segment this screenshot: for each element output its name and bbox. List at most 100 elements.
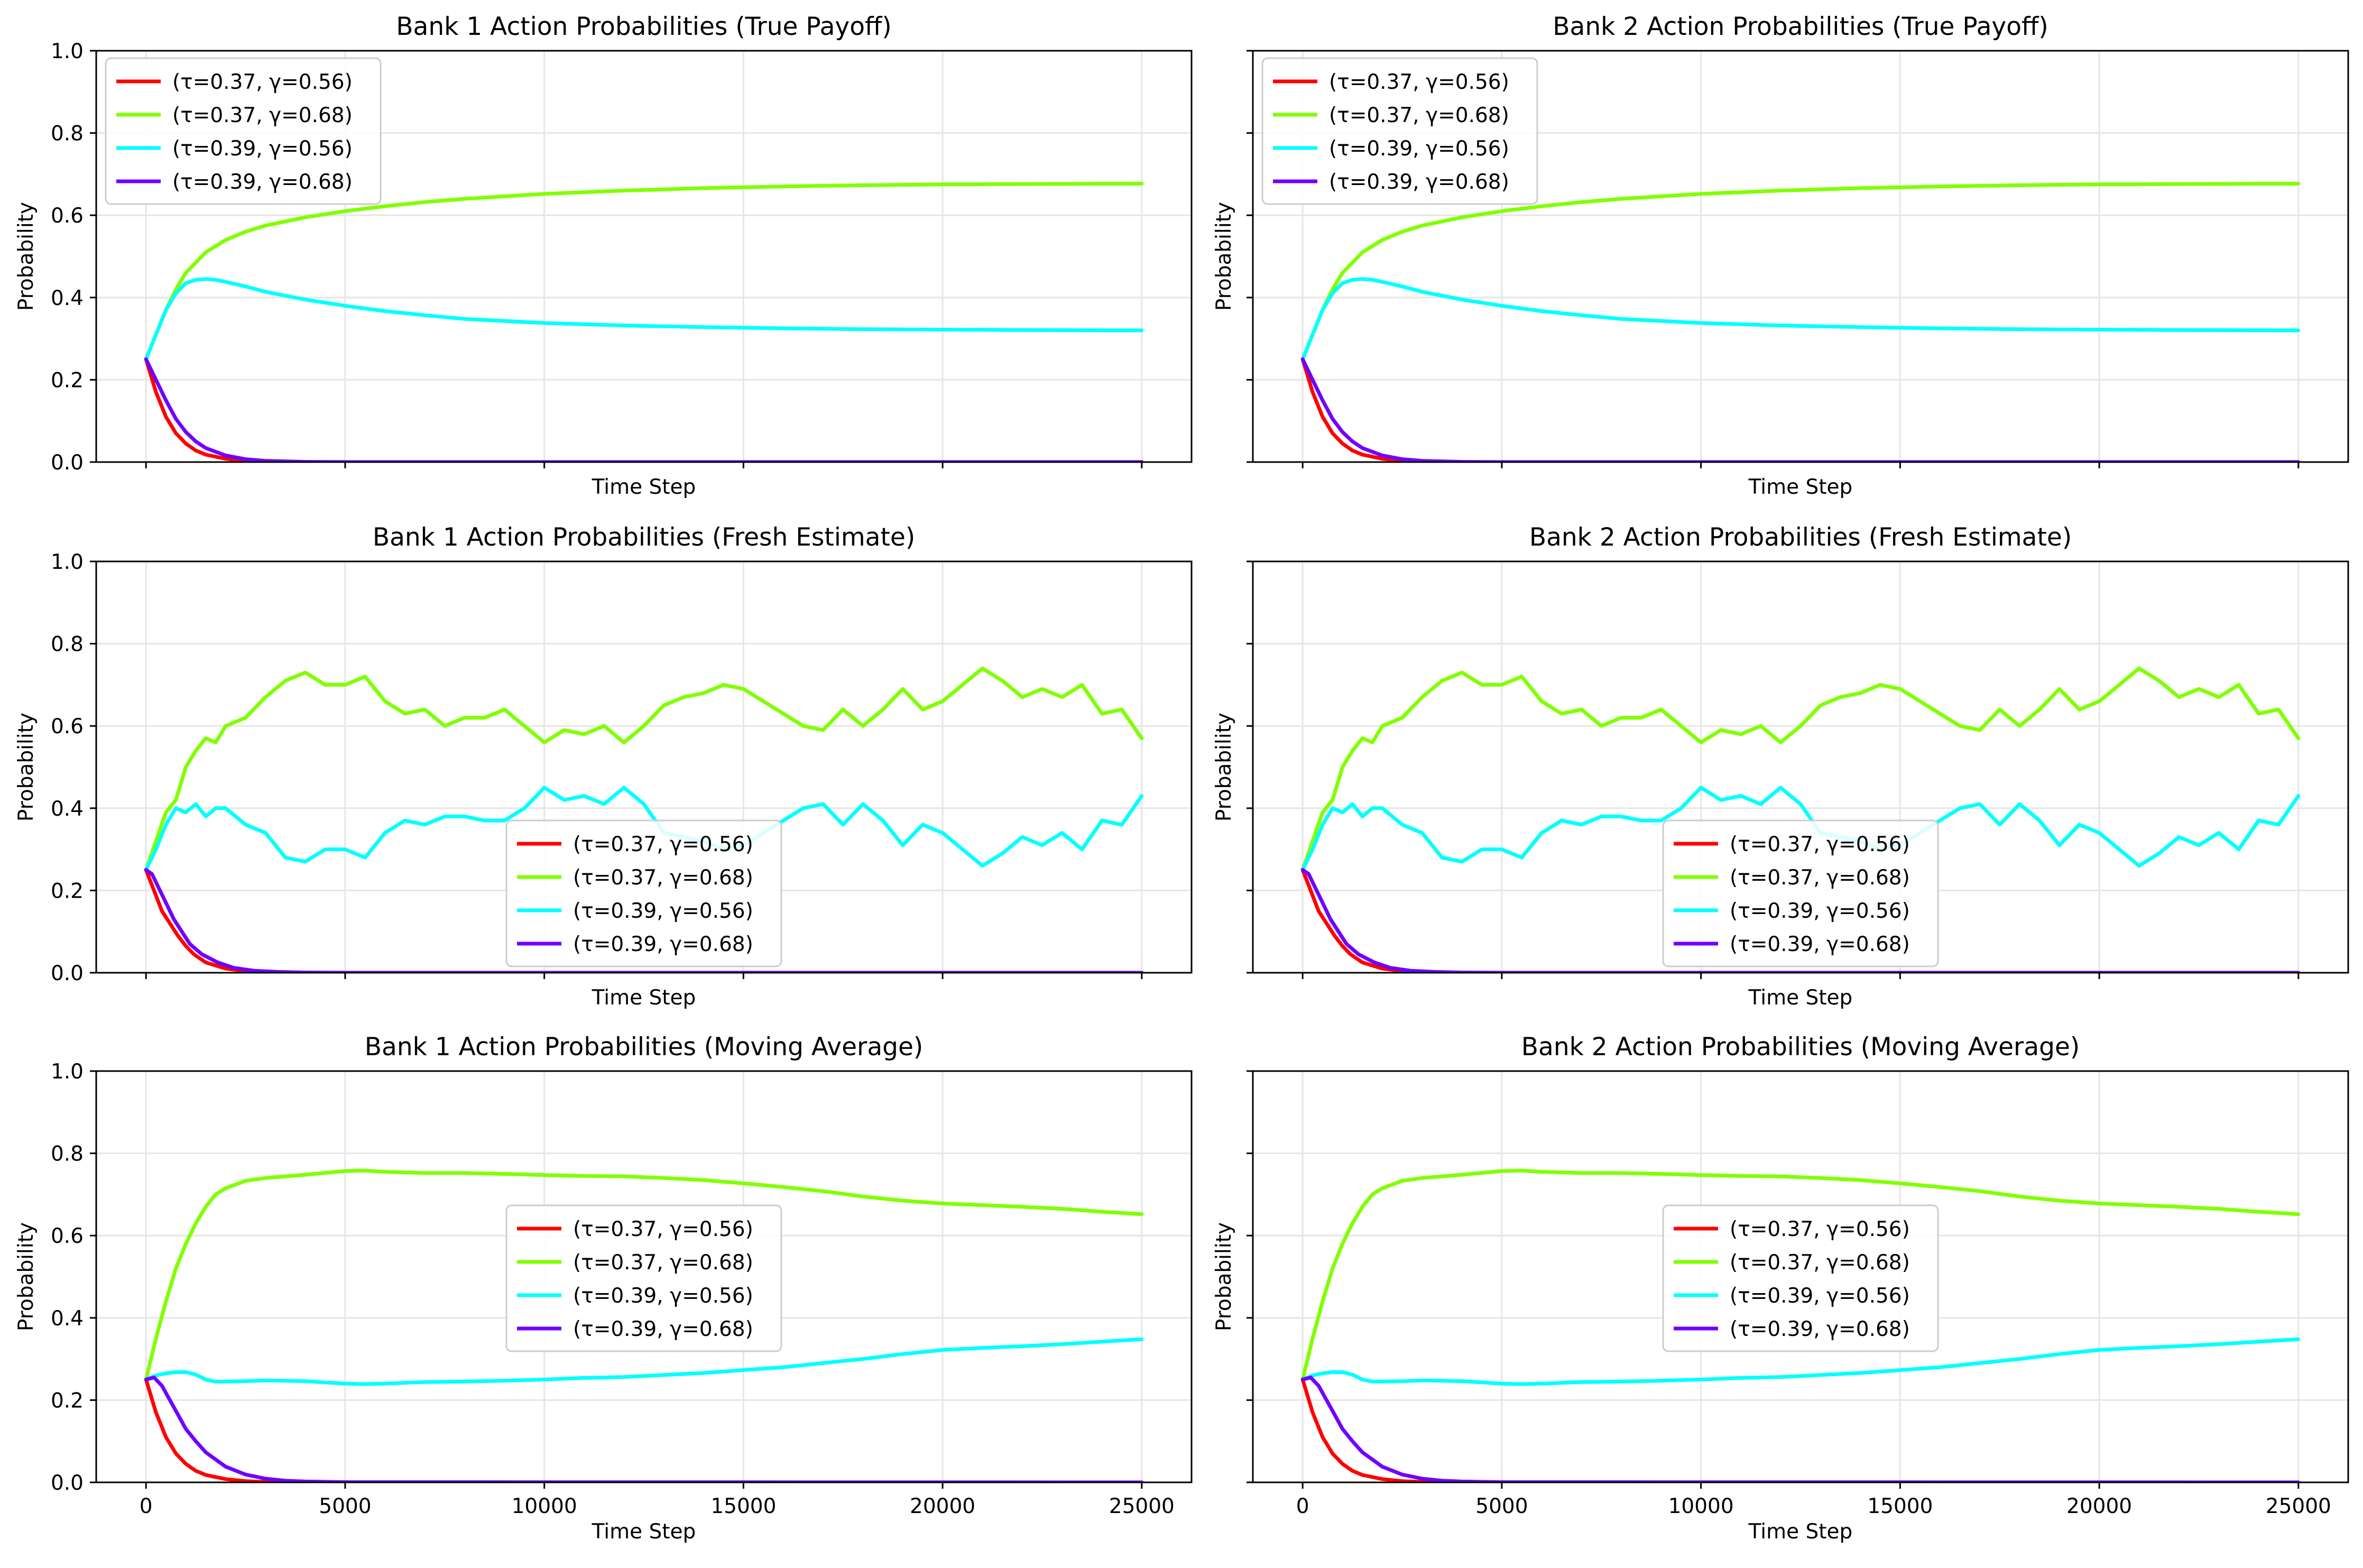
chart-title: Bank 2 Action Probabilities (Moving Aver… [1521, 1032, 2080, 1062]
legend-box [105, 57, 382, 205]
legend-label: (τ=0.39, γ=0.68) [1730, 933, 1910, 956]
plot-frame [95, 50, 1193, 463]
legend-label: (τ=0.37, γ=0.68) [573, 1251, 753, 1275]
y-tick-label: 1.0 [51, 1060, 84, 1084]
x-tick-label: 25000 [2266, 1495, 2331, 1518]
x-axis-label: Time Step [592, 1520, 696, 1544]
series-line [144, 1376, 1144, 1482]
y-tick-label: 0.8 [51, 1142, 84, 1166]
y-tick-label: 0.6 [51, 715, 84, 739]
series-line [144, 1168, 1144, 1381]
legend-label: (τ=0.39, γ=0.56) [1329, 137, 1509, 161]
plot-frame [1252, 1070, 2349, 1483]
x-tick-label: 15000 [1867, 1495, 1933, 1518]
legend-label: (τ=0.37, γ=0.68) [1730, 866, 1910, 890]
series-line [144, 1378, 1144, 1482]
y-tick-label: 0.2 [51, 879, 84, 903]
chart-title: Bank 2 Action Probabilities (True Payoff… [1553, 12, 2048, 41]
legend-label: (τ=0.37, γ=0.56) [1329, 70, 1509, 94]
x-axis-label: Time Step [1748, 986, 1853, 1010]
y-tick-label: 0.2 [51, 368, 84, 392]
x-axis-label: Time Step [1748, 475, 1853, 499]
chart-panel: 0.0 0.2 0.4 0.6 0.8 1.0 Bank 1 Action Probabil… [14, 523, 1193, 1010]
legend-label: (τ=0.39, γ=0.56) [1730, 899, 1910, 923]
series-line [1300, 1337, 2301, 1386]
y-axis-label: Probability [14, 713, 38, 822]
legend-label: (τ=0.39, γ=0.68) [172, 170, 353, 194]
series-line [144, 277, 1144, 361]
chart-panel: Bank 2 Action Probabilities (True Payoff… [1212, 12, 2349, 499]
y-axis-label: Probability [1212, 202, 1236, 311]
y-tick-label: 0.8 [51, 633, 84, 657]
legend-label: (τ=0.39, γ=0.56) [1730, 1284, 1910, 1308]
series-line [1300, 666, 2301, 872]
x-tick-label: 10000 [1668, 1495, 1734, 1518]
y-tick-label: 0.6 [51, 204, 84, 228]
y-axis-label: Probability [14, 202, 38, 311]
y-tick-label: 0.2 [51, 1389, 84, 1413]
y-tick-label: 0.8 [51, 122, 84, 146]
series-line [1300, 1376, 2301, 1482]
legend-label: (τ=0.37, γ=0.56) [1730, 1217, 1910, 1241]
legend-box [1261, 57, 1538, 205]
chart-panel: 0 5000 10000 15000 20000 25000 Bank 2 Action P… [1212, 1032, 2349, 1544]
chart-title: Bank 1 Action Probabilities (True Payoff… [396, 12, 891, 41]
x-axis-label: Time Step [592, 986, 696, 1010]
series-line [1300, 181, 2301, 361]
legend-label: (τ=0.39, γ=0.68) [573, 933, 753, 956]
y-tick-label: 0.0 [51, 1471, 84, 1495]
legend-label: (τ=0.39, γ=0.56) [573, 899, 753, 923]
chart-panel: 0.0 0.2 0.4 0.6 0.8 1.0 Bank 1 Action Probabil… [14, 12, 1193, 499]
series-line [144, 666, 1144, 872]
legend-label: (τ=0.37, γ=0.56) [573, 833, 753, 856]
plot-frame [1252, 50, 2349, 463]
x-tick-label: 25000 [1109, 1495, 1175, 1518]
x-axis-label: Time Step [1748, 1520, 1853, 1544]
legend-box [505, 819, 782, 967]
plot-frame [95, 1070, 1193, 1483]
legend-box [1662, 819, 1939, 967]
x-axis-label: Time Step [592, 475, 696, 499]
y-tick-label: 1.0 [51, 550, 84, 574]
series-line [144, 786, 1144, 872]
legend-label: (τ=0.39, γ=0.56) [172, 137, 353, 161]
series-line [144, 1337, 1144, 1386]
series-line [144, 181, 1144, 361]
series-line [1300, 357, 2301, 462]
legend-label: (τ=0.37, γ=0.56) [1730, 833, 1910, 856]
legend-box [1662, 1204, 1939, 1352]
series-line [1300, 1378, 2301, 1482]
y-tick-label: 0.6 [51, 1224, 84, 1248]
legend-label: (τ=0.37, γ=0.68) [1329, 104, 1509, 127]
legend-label: (τ=0.39, γ=0.68) [573, 1317, 753, 1341]
legend-label: (τ=0.37, γ=0.68) [1730, 1251, 1910, 1275]
legend-label: (τ=0.39, γ=0.56) [573, 1284, 753, 1308]
legend-label: (τ=0.37, γ=0.56) [573, 1217, 753, 1241]
y-tick-label: 0.0 [51, 451, 84, 475]
y-tick-label: 1.0 [51, 40, 84, 63]
plot-frame [1252, 560, 2349, 974]
x-tick-label: 10000 [512, 1495, 577, 1518]
y-axis-label: Probability [1212, 713, 1236, 822]
series-line [144, 357, 1144, 462]
y-tick-label: 0.0 [51, 962, 84, 985]
y-tick-label: 0.4 [51, 1307, 84, 1331]
legend-box [505, 1204, 782, 1352]
series-line [144, 357, 1144, 462]
chart-panel: Bank 2 Action Probabilities (Fresh Estim… [1212, 523, 2349, 1010]
series-line [1300, 277, 2301, 361]
y-tick-label: 0.4 [51, 797, 84, 821]
series-line [1300, 1168, 2301, 1381]
series-line [1300, 357, 2301, 462]
x-tick-label: 15000 [710, 1495, 776, 1518]
chart-panel: 0 5000 10000 15000 20000 25000 0.0 0.2 0.4 0.6 0.8… [14, 1032, 1193, 1544]
x-tick-label: 5000 [1475, 1495, 1528, 1518]
x-tick-label: 20000 [2066, 1495, 2132, 1518]
chart-title: Bank 2 Action Probabilities (Fresh Estim… [1529, 523, 2072, 552]
y-axis-label: Probability [14, 1222, 38, 1331]
legend-label: (τ=0.39, γ=0.68) [1329, 170, 1509, 194]
y-axis-label: Probability [1212, 1222, 1236, 1331]
x-tick-label: 20000 [910, 1495, 975, 1518]
x-tick-label: 5000 [319, 1495, 371, 1518]
chart-title: Bank 1 Action Probabilities (Fresh Estim… [373, 523, 915, 552]
